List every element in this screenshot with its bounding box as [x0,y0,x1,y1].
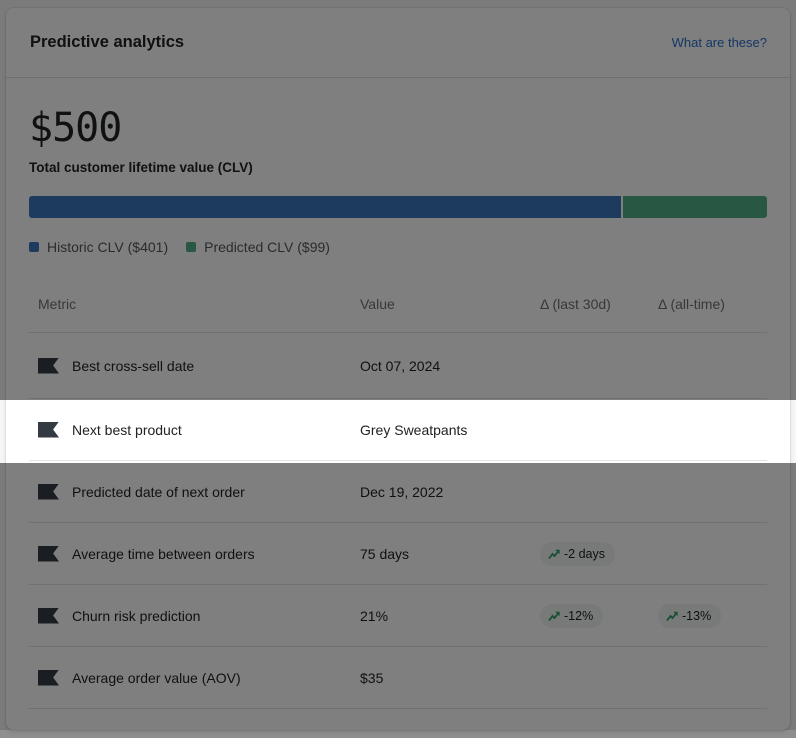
flag-icon [38,421,59,438]
dim-overlay-page-bottom [0,730,796,738]
value-cell: Grey Sweatpants [360,421,468,438]
dim-overlay-top [0,0,796,400]
metric-label: Next best product [72,421,182,438]
table-row-highlighted: Next best product Grey Sweatpants [29,399,767,461]
dim-overlay-bottom [0,463,796,730]
